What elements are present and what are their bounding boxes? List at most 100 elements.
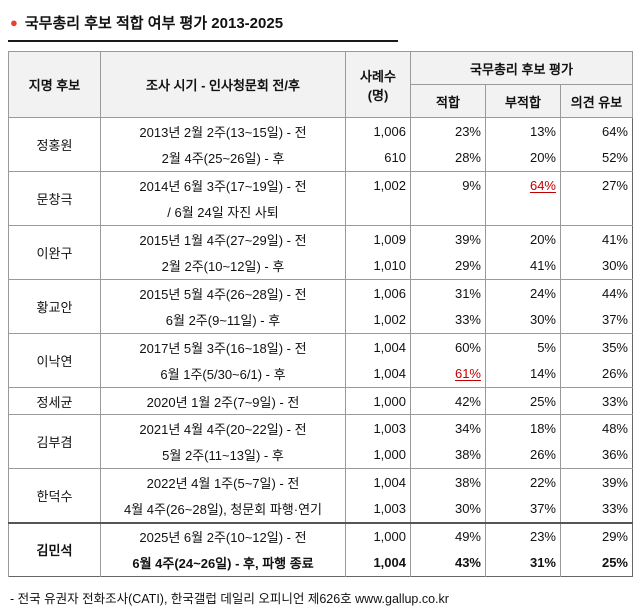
- cases-value: 1,009: [345, 225, 411, 253]
- reserved-value: 33%: [560, 495, 633, 523]
- suitable-value: [410, 198, 486, 226]
- reserved-value: 44%: [560, 279, 633, 307]
- header-suitable: 적합: [410, 84, 486, 118]
- candidate-name: 황교안: [8, 279, 101, 334]
- candidate-group: 한덕수 2022년 4월 1주(5~7일) - 전 1,004 38% 22% …: [8, 468, 633, 523]
- cases-value: 1,000: [345, 441, 411, 469]
- candidate-name: 이완구: [8, 225, 101, 280]
- candidate-group: 문창극 2014년 6월 3주(17~19일) - 전 1,002 9% 64%…: [8, 171, 633, 226]
- unsuitable-value: 37%: [485, 495, 561, 523]
- footer-note: - 전국 유권자 전화조사(CATI), 한국갤럽 데일리 오피니언 제626호…: [10, 592, 449, 606]
- survey-period: 6월 2주(9~11일) - 후: [100, 306, 346, 334]
- title-bullet-icon: ●: [10, 15, 18, 30]
- reserved-value: 27%: [560, 171, 633, 199]
- header-unsuitable: 부적합: [485, 84, 561, 118]
- cases-value: 1,010: [345, 252, 411, 280]
- table-row: 김민석 2025년 6월 2주(10~12일) - 전 1,000 49% 23…: [8, 522, 633, 577]
- candidate-group: 이낙연 2017년 5월 3주(16~18일) - 전 1,004 60% 5%…: [8, 333, 633, 388]
- unsuitable-value: 24%: [485, 279, 561, 307]
- cases-value: 1,003: [345, 495, 411, 523]
- cases-value: 1,006: [345, 279, 411, 307]
- candidate-group: 김부겸 2021년 4월 4주(20~22일) - 전 1,003 34% 18…: [8, 414, 633, 469]
- table-row: 2월 2주(10~12일) - 후 1,010 29% 41% 30%: [9, 252, 633, 280]
- suitable-value: 31%: [410, 279, 486, 307]
- cases-value: 1,000: [345, 387, 411, 415]
- reserved-value: 37%: [560, 306, 633, 334]
- survey-period: 2017년 5월 3주(16~18일) - 전: [100, 333, 346, 361]
- unsuitable-value: 25%: [485, 387, 561, 415]
- survey-period: 5월 2주(11~13일) - 후: [100, 441, 346, 469]
- page-title: ● 국무총리 후보 적합 여부 평가 2013-2025: [8, 10, 398, 42]
- table-row: 4월 4주(26~28일), 청문회 파행·연기 1,003 30% 37% 3…: [9, 495, 633, 523]
- header-reserved: 의견 유보: [560, 84, 633, 118]
- unsuitable-value: [485, 198, 561, 226]
- header-period: 조사 시기 - 인사청문회 전/후: [100, 51, 346, 118]
- table-row: / 6월 24일 자진 사퇴: [9, 198, 633, 226]
- unsuitable-value: 41%: [485, 252, 561, 280]
- reserved-value: 36%: [560, 441, 633, 469]
- cases-value: 1,004: [345, 549, 411, 577]
- header-candidate: 지명 후보: [8, 51, 101, 118]
- unsuitable-value: 30%: [485, 306, 561, 334]
- table-row: 6월 2주(9~11일) - 후 1,002 33% 30% 37%: [9, 306, 633, 334]
- candidate-name: 김부겸: [8, 414, 101, 469]
- suitable-value: 42%: [410, 387, 486, 415]
- cases-value: 610: [345, 144, 411, 172]
- candidate-group: 정세균 2020년 1월 2주(7~9일) - 전 1,000 42% 25% …: [8, 387, 633, 415]
- survey-period: 2022년 4월 1주(5~7일) - 전: [100, 468, 346, 496]
- reserved-value: 39%: [560, 468, 633, 496]
- table-row: 정세균 2020년 1월 2주(7~9일) - 전 1,000 42% 25% …: [8, 387, 633, 415]
- unsuitable-value-highlighted: 64%: [485, 171, 561, 199]
- table-row: 이완구 2015년 1월 4주(27~29일) - 전 1,009 39% 20…: [8, 225, 633, 280]
- candidate-group: 황교안 2015년 5월 4주(26~28일) - 전 1,006 31% 24…: [8, 279, 633, 334]
- page-title-text: 국무총리 후보 적합 여부 평가 2013-2025: [24, 15, 284, 32]
- table-header: 지명 후보 조사 시기 - 인사청문회 전/후 사례수 (명) 국무총리 후보 …: [8, 51, 633, 118]
- suitable-value: 60%: [410, 333, 486, 361]
- suitable-value: 39%: [410, 225, 486, 253]
- suitable-value: 23%: [410, 117, 486, 145]
- cases-value: 1,004: [345, 468, 411, 496]
- candidate-name: 한덕수: [8, 468, 101, 523]
- candidate-name: 정홍원: [8, 117, 101, 172]
- cases-value: 1,002: [345, 306, 411, 334]
- unsuitable-value: 26%: [485, 441, 561, 469]
- cases-value: [345, 198, 411, 226]
- header-cases-line1: 사례수: [360, 68, 396, 84]
- cases-value: 1,004: [345, 333, 411, 361]
- reserved-value: 25%: [560, 549, 633, 577]
- survey-period: 2021년 4월 4주(20~22일) - 전: [100, 414, 346, 442]
- pm-candidate-evaluation-table: 지명 후보 조사 시기 - 인사청문회 전/후 사례수 (명) 국무총리 후보 …: [8, 51, 633, 577]
- survey-period: 2월 2주(10~12일) - 후: [100, 252, 346, 280]
- reserved-value: 52%: [560, 144, 633, 172]
- suitable-value: 38%: [410, 441, 486, 469]
- survey-period: 2015년 1월 4주(27~29일) - 전: [100, 225, 346, 253]
- suitable-value: 49%: [410, 522, 486, 550]
- reserved-value: 26%: [560, 360, 633, 388]
- unsuitable-value: 20%: [485, 144, 561, 172]
- table-row: 한덕수 2022년 4월 1주(5~7일) - 전 1,004 38% 22% …: [8, 468, 633, 523]
- candidate-name: 문창극: [8, 171, 101, 226]
- header-cases: 사례수 (명): [345, 51, 411, 118]
- table-row: 김부겸 2021년 4월 4주(20~22일) - 전 1,003 34% 18…: [8, 414, 633, 469]
- candidate-group-latest: 김민석 2025년 6월 2주(10~12일) - 전 1,000 49% 23…: [8, 522, 633, 577]
- survey-period: 2020년 1월 2주(7~9일) - 전: [100, 387, 346, 415]
- cases-value: 1,000: [345, 522, 411, 550]
- reserved-value: 64%: [560, 117, 633, 145]
- reserved-value: 30%: [560, 252, 633, 280]
- survey-period: 2015년 5월 4주(26~28일) - 전: [100, 279, 346, 307]
- survey-period: 4월 4주(26~28일), 청문회 파행·연기: [100, 495, 346, 523]
- suitable-value: 29%: [410, 252, 486, 280]
- unsuitable-value: 14%: [485, 360, 561, 388]
- survey-period: / 6월 24일 자진 사퇴: [100, 198, 346, 226]
- header-evaluation-group: 국무총리 후보 평가: [410, 51, 633, 85]
- table-row: 6월 1주(5/30~6/1) - 후 1,004 61% 14% 26%: [9, 360, 633, 388]
- unsuitable-value: 20%: [485, 225, 561, 253]
- table-row: 문창극 2014년 6월 3주(17~19일) - 전 1,002 9% 64%…: [8, 171, 633, 226]
- table-row: 5월 2주(11~13일) - 후 1,000 38% 26% 36%: [9, 441, 633, 469]
- cases-value: 1,006: [345, 117, 411, 145]
- candidate-group: 정홍원 2013년 2월 2주(13~15일) - 전 1,006 23% 13…: [8, 117, 633, 172]
- reserved-value: 29%: [560, 522, 633, 550]
- reserved-value: [560, 198, 633, 226]
- reserved-value: 33%: [560, 387, 633, 415]
- table-row: 황교안 2015년 5월 4주(26~28일) - 전 1,006 31% 24…: [8, 279, 633, 334]
